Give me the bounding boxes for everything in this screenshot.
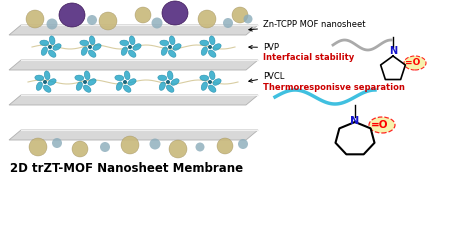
Ellipse shape <box>201 47 208 55</box>
Circle shape <box>152 18 163 28</box>
Circle shape <box>121 136 139 154</box>
Ellipse shape <box>40 40 49 46</box>
Ellipse shape <box>89 36 95 45</box>
Ellipse shape <box>76 82 82 90</box>
Ellipse shape <box>128 79 136 85</box>
Text: N: N <box>389 46 397 56</box>
Ellipse shape <box>36 82 43 90</box>
Circle shape <box>128 45 132 49</box>
Ellipse shape <box>213 79 221 85</box>
Circle shape <box>52 138 62 148</box>
Ellipse shape <box>41 47 47 55</box>
Text: Zn-TCPP MOF nanosheet: Zn-TCPP MOF nanosheet <box>249 20 365 31</box>
Ellipse shape <box>35 75 44 81</box>
Circle shape <box>198 10 216 28</box>
Circle shape <box>48 45 52 49</box>
Circle shape <box>168 45 172 49</box>
Circle shape <box>223 18 233 28</box>
Ellipse shape <box>200 75 209 81</box>
Ellipse shape <box>171 79 179 85</box>
Ellipse shape <box>158 75 167 81</box>
Ellipse shape <box>43 85 51 92</box>
Ellipse shape <box>48 79 56 85</box>
Text: 2D trZT-MOF Nanosheet Membrane: 2D trZT-MOF Nanosheet Membrane <box>10 163 243 176</box>
Circle shape <box>244 14 253 23</box>
Ellipse shape <box>128 50 136 57</box>
Polygon shape <box>9 25 258 35</box>
Ellipse shape <box>213 44 221 50</box>
Ellipse shape <box>404 56 426 70</box>
Ellipse shape <box>173 44 181 50</box>
Ellipse shape <box>161 47 167 55</box>
Text: =O: =O <box>371 119 389 129</box>
Ellipse shape <box>120 40 129 46</box>
Circle shape <box>135 7 151 23</box>
Ellipse shape <box>80 40 89 46</box>
Ellipse shape <box>84 71 90 80</box>
Ellipse shape <box>133 44 141 50</box>
Ellipse shape <box>81 47 87 55</box>
Circle shape <box>149 138 161 150</box>
Polygon shape <box>9 95 258 105</box>
Ellipse shape <box>159 82 165 90</box>
Ellipse shape <box>210 71 215 80</box>
Ellipse shape <box>201 82 208 90</box>
Ellipse shape <box>129 36 135 45</box>
Ellipse shape <box>121 47 128 55</box>
Ellipse shape <box>116 82 122 90</box>
Text: Thermoresponisve separation: Thermoresponisve separation <box>263 83 405 92</box>
Ellipse shape <box>369 117 395 133</box>
Circle shape <box>29 138 47 156</box>
Circle shape <box>100 142 110 152</box>
Circle shape <box>43 80 47 84</box>
Circle shape <box>88 45 92 49</box>
Circle shape <box>87 15 97 25</box>
Circle shape <box>46 18 57 29</box>
Ellipse shape <box>210 36 215 45</box>
Circle shape <box>26 10 44 28</box>
Circle shape <box>99 12 117 30</box>
Polygon shape <box>9 60 258 70</box>
Ellipse shape <box>75 75 84 81</box>
Ellipse shape <box>209 50 216 57</box>
Circle shape <box>72 141 88 157</box>
Ellipse shape <box>44 71 50 80</box>
Circle shape <box>195 142 204 151</box>
Text: PVCL: PVCL <box>249 72 284 82</box>
Ellipse shape <box>166 85 174 92</box>
Ellipse shape <box>200 40 209 46</box>
Text: N: N <box>350 116 360 126</box>
Ellipse shape <box>53 44 61 50</box>
Text: =O: =O <box>405 58 421 67</box>
Ellipse shape <box>167 71 173 80</box>
Circle shape <box>232 7 248 23</box>
Circle shape <box>123 80 127 84</box>
Circle shape <box>166 80 170 84</box>
Ellipse shape <box>88 79 96 85</box>
Text: Interfacial stability: Interfacial stability <box>263 53 354 62</box>
Ellipse shape <box>169 36 175 45</box>
Ellipse shape <box>88 50 96 57</box>
Ellipse shape <box>49 36 55 45</box>
Circle shape <box>169 140 187 158</box>
Text: PVP: PVP <box>249 43 279 52</box>
Ellipse shape <box>115 75 124 81</box>
Circle shape <box>208 45 212 49</box>
Ellipse shape <box>160 40 169 46</box>
Circle shape <box>238 139 248 149</box>
Ellipse shape <box>48 50 56 57</box>
Circle shape <box>83 80 87 84</box>
Ellipse shape <box>209 85 216 92</box>
Ellipse shape <box>59 3 85 27</box>
Ellipse shape <box>123 85 131 92</box>
Ellipse shape <box>83 85 91 92</box>
Ellipse shape <box>124 71 130 80</box>
Ellipse shape <box>168 50 176 57</box>
Ellipse shape <box>93 44 101 50</box>
Circle shape <box>217 138 233 154</box>
Circle shape <box>208 80 212 84</box>
Ellipse shape <box>162 1 188 25</box>
Polygon shape <box>9 130 258 140</box>
